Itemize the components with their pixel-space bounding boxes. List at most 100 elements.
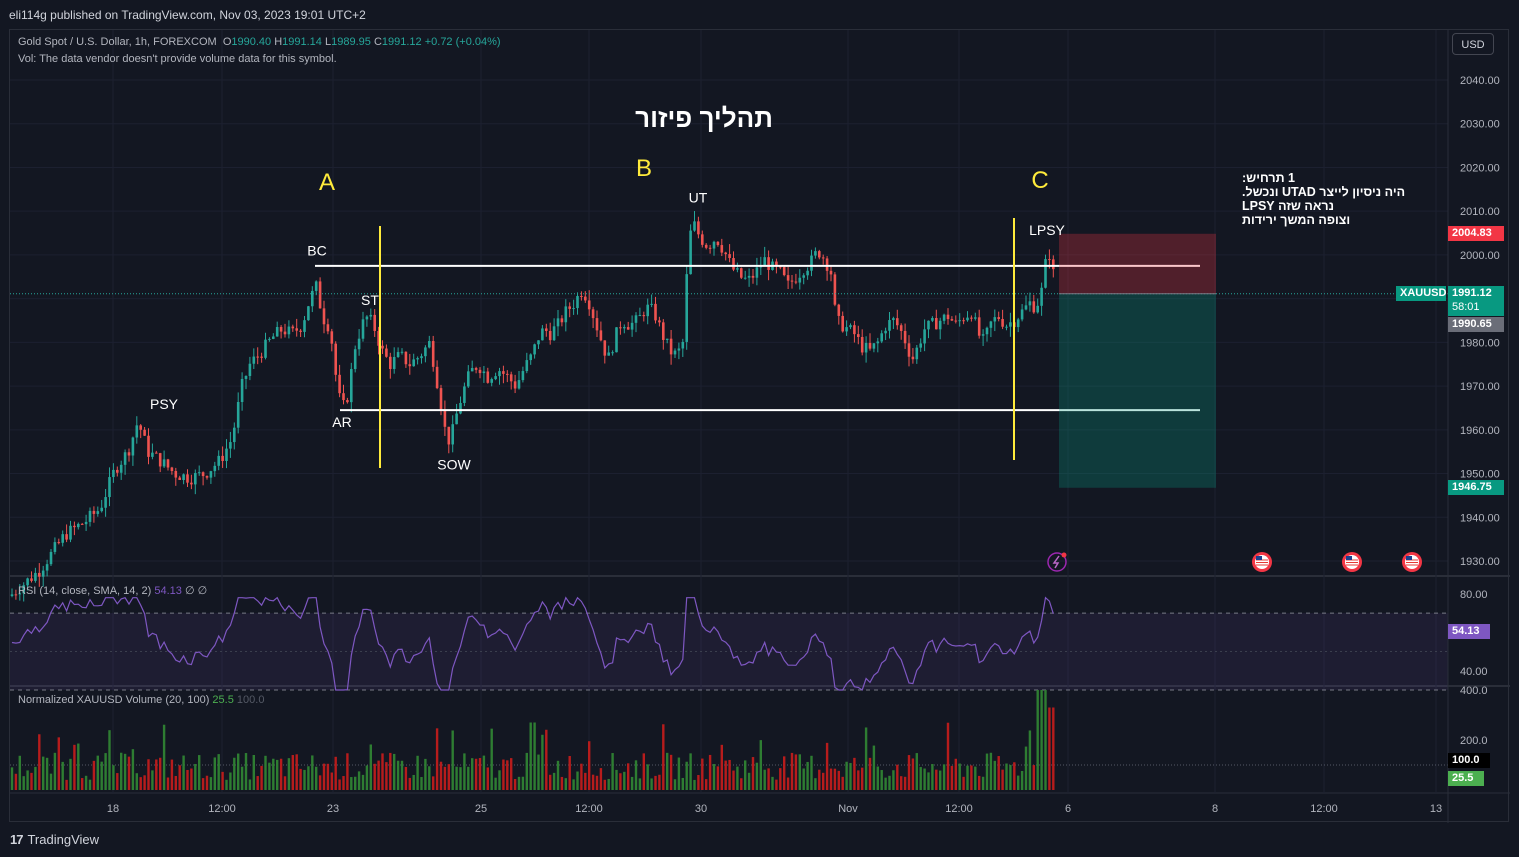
volume-bar xyxy=(615,769,618,790)
volume-bar xyxy=(354,776,357,790)
candle-body xyxy=(584,296,587,301)
volume-bar xyxy=(712,764,716,790)
price-tick-label: 2000.00 xyxy=(1460,250,1500,262)
volume-bar xyxy=(946,722,950,790)
chart-title: תהליך פיזור xyxy=(635,103,773,133)
candle-body xyxy=(428,341,431,348)
alert-dot xyxy=(1061,552,1067,558)
candle-body xyxy=(568,306,571,309)
symbol-name: Gold Spot / U.S. Dollar, 1h, FOREXCOM xyxy=(18,36,217,48)
volume-bar xyxy=(49,773,53,790)
time-tick-label: 18 xyxy=(107,803,119,815)
volume-bar xyxy=(927,772,930,790)
volume-bar xyxy=(240,766,244,790)
candle-body xyxy=(829,270,833,275)
volume-bar xyxy=(888,775,891,790)
candle-body xyxy=(927,320,930,330)
chart-frame[interactable]: תהליך פיזור A B C PSY BC AR ST SOW UT LPSY 1 תרחיש:… xyxy=(9,29,1510,823)
candle-body xyxy=(92,510,96,514)
tradingview-brand[interactable]: 17 TradingView xyxy=(10,832,99,847)
volume-bar xyxy=(389,752,392,790)
candle-body xyxy=(580,296,583,298)
rsi-legend[interactable]: RSI (14, close, SMA, 14, 2) 54.13 ∅ ∅ xyxy=(18,584,207,597)
volume-bar xyxy=(669,754,673,790)
volume-tick-label: 400.0 xyxy=(1460,685,1488,697)
volume-legend[interactable]: Normalized XAUUSD Volume (20, 100) 25.5 … xyxy=(18,694,264,706)
volume-bar xyxy=(311,755,314,790)
rsi-tick-label: 80.00 xyxy=(1460,589,1488,601)
volume-bar xyxy=(958,763,961,790)
candle-body xyxy=(907,343,911,357)
price-tick-label: 1960.00 xyxy=(1460,425,1500,437)
candle-body xyxy=(334,343,337,375)
volume-bar xyxy=(849,763,852,790)
candle-body xyxy=(626,327,630,330)
volume-bar xyxy=(599,768,603,790)
candle-body xyxy=(880,333,883,342)
candle-body xyxy=(498,371,501,377)
phase-label: A xyxy=(319,169,335,196)
volume-bar xyxy=(1048,707,1051,790)
volume-bar xyxy=(736,766,739,790)
volume-bar xyxy=(139,777,142,790)
volume-bar xyxy=(447,764,450,790)
volume-bar xyxy=(818,769,821,790)
candle-body xyxy=(1044,259,1047,288)
candle-body xyxy=(170,467,174,471)
candle-body xyxy=(424,347,427,357)
volume-bar xyxy=(373,763,376,790)
rsi-panel xyxy=(10,596,1448,691)
volume-bar xyxy=(861,767,864,790)
candle-body xyxy=(474,368,478,370)
candle-body xyxy=(100,507,103,512)
volume-bar xyxy=(560,776,564,790)
volume-bar xyxy=(950,765,954,790)
candle-body xyxy=(857,334,860,337)
volume-bar xyxy=(833,768,837,790)
candle-body xyxy=(825,258,829,271)
volume-bar xyxy=(907,755,911,790)
candle-body xyxy=(186,474,189,483)
candle-body xyxy=(299,330,302,332)
volume-bar xyxy=(26,770,29,790)
volume-bar xyxy=(513,779,517,790)
volume-bar xyxy=(533,722,536,790)
volume-bar xyxy=(213,757,216,790)
candle-body xyxy=(443,410,447,427)
currency-button[interactable]: USD xyxy=(1452,33,1494,55)
candle-body xyxy=(681,341,685,349)
candle-body xyxy=(509,374,513,382)
candle-body xyxy=(435,366,439,389)
volume-bar xyxy=(568,756,571,790)
time-tick-label: 12:00 xyxy=(1310,803,1338,815)
candle-body xyxy=(178,477,181,480)
candle-body xyxy=(888,320,891,331)
volume-bar xyxy=(77,743,80,790)
volume-bar xyxy=(166,777,170,790)
price-tick-label: 2020.00 xyxy=(1460,162,1500,174)
candle-body xyxy=(615,327,618,353)
candle-body xyxy=(689,230,692,275)
time-tick-label: 13 xyxy=(1430,803,1442,815)
candle-body xyxy=(467,371,470,387)
candle-body xyxy=(892,318,895,321)
volume-bar xyxy=(1017,775,1020,790)
volume-bar xyxy=(595,775,599,790)
volume-bar xyxy=(416,755,419,790)
candle-body xyxy=(38,572,41,577)
candle-body xyxy=(896,318,899,326)
volume-bar xyxy=(326,763,330,790)
volume-bar xyxy=(92,760,96,790)
volume-bar xyxy=(728,759,731,790)
volume-bar xyxy=(315,766,318,790)
candle-body xyxy=(22,585,25,594)
volume-bar xyxy=(814,778,817,790)
candle-body xyxy=(389,356,392,369)
candle-body xyxy=(53,542,57,552)
volume-bar xyxy=(182,755,185,790)
symbol-legend[interactable]: Gold Spot / U.S. Dollar, 1h, FOREXCOM O1… xyxy=(18,36,501,48)
candle-body xyxy=(396,352,400,358)
candle-body xyxy=(463,386,466,403)
volume-bar xyxy=(123,753,127,790)
